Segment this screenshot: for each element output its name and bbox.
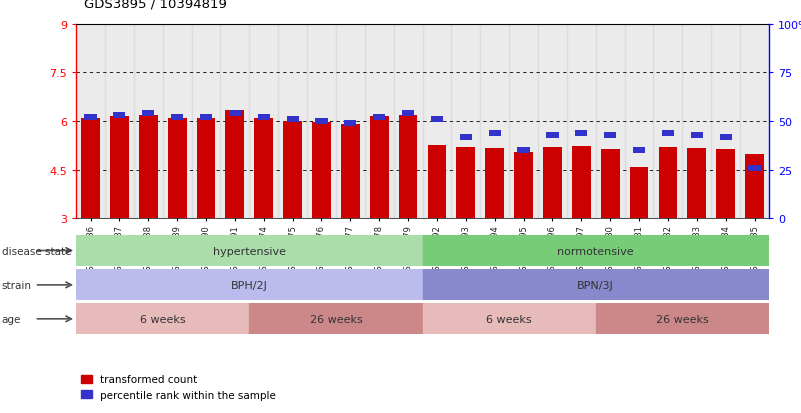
Bar — [740, 25, 769, 219]
Bar — [399, 115, 417, 219]
Bar — [287, 117, 299, 123]
Bar — [572, 147, 590, 219]
Bar — [373, 115, 385, 121]
Bar — [604, 133, 616, 138]
Bar — [711, 25, 740, 219]
Bar — [402, 111, 414, 117]
Bar — [226, 111, 244, 219]
Bar — [428, 146, 446, 219]
Bar — [76, 25, 105, 219]
Text: 6 weeks: 6 weeks — [486, 314, 532, 324]
Legend: transformed count, percentile rank within the sample: transformed count, percentile rank withi… — [82, 375, 276, 399]
Bar — [76, 235, 422, 266]
Bar — [601, 150, 619, 219]
Bar — [485, 148, 504, 219]
Text: disease state: disease state — [2, 246, 71, 256]
Bar — [110, 117, 129, 219]
Bar — [220, 25, 249, 219]
Bar — [370, 117, 388, 219]
Bar — [422, 270, 769, 301]
Bar — [422, 25, 452, 219]
Bar — [278, 25, 307, 219]
Bar — [258, 115, 270, 121]
Bar — [596, 25, 625, 219]
Bar — [719, 135, 732, 140]
Text: BPH/2J: BPH/2J — [231, 280, 268, 290]
Bar — [748, 166, 761, 171]
Bar — [460, 135, 472, 140]
Bar — [457, 148, 475, 219]
Text: age: age — [2, 314, 21, 324]
Bar — [200, 115, 212, 121]
Bar — [105, 25, 134, 219]
Text: 6 weeks: 6 weeks — [140, 314, 186, 324]
Text: 26 weeks: 26 weeks — [656, 314, 709, 324]
Bar — [662, 131, 674, 136]
Bar — [316, 119, 328, 125]
Bar — [255, 119, 273, 219]
Bar — [84, 115, 97, 121]
Bar — [575, 131, 587, 136]
Bar — [690, 133, 703, 138]
Bar — [567, 25, 596, 219]
Bar — [139, 115, 158, 219]
Bar — [517, 148, 529, 154]
Bar — [344, 121, 356, 127]
Text: BPN/3J: BPN/3J — [578, 280, 614, 290]
Bar — [341, 124, 360, 219]
Bar — [543, 148, 562, 219]
Bar — [481, 25, 509, 219]
Bar — [76, 304, 249, 335]
Bar — [134, 25, 163, 219]
Bar — [422, 235, 769, 266]
Bar — [167, 119, 187, 219]
Bar — [393, 25, 422, 219]
Bar — [546, 133, 558, 138]
Bar — [229, 111, 241, 117]
Bar — [716, 150, 735, 219]
Bar — [364, 25, 393, 219]
Bar — [633, 148, 645, 154]
Bar — [249, 304, 422, 335]
Bar — [514, 152, 533, 219]
Bar — [658, 148, 678, 219]
Text: hypertensive: hypertensive — [213, 246, 286, 256]
Bar — [687, 148, 706, 219]
Bar — [630, 167, 649, 219]
Bar — [191, 25, 220, 219]
Bar — [596, 304, 769, 335]
Bar — [113, 113, 126, 119]
Bar — [249, 25, 278, 219]
Bar — [284, 122, 302, 219]
Bar — [489, 131, 501, 136]
Bar — [76, 270, 422, 301]
Bar — [625, 25, 654, 219]
Bar — [682, 25, 711, 219]
Bar — [171, 115, 183, 121]
Bar — [196, 119, 215, 219]
Text: strain: strain — [2, 280, 31, 290]
Bar — [431, 117, 443, 123]
Bar — [312, 123, 331, 219]
Bar — [452, 25, 481, 219]
Bar — [307, 25, 336, 219]
Bar — [538, 25, 567, 219]
Bar — [81, 119, 100, 219]
Bar — [745, 154, 764, 219]
Bar — [422, 304, 596, 335]
Bar — [654, 25, 682, 219]
Bar — [142, 111, 155, 117]
Text: 26 weeks: 26 weeks — [309, 314, 362, 324]
Bar — [336, 25, 364, 219]
Text: GDS3895 / 10394819: GDS3895 / 10394819 — [84, 0, 227, 10]
Bar — [509, 25, 538, 219]
Text: normotensive: normotensive — [557, 246, 634, 256]
Bar — [163, 25, 191, 219]
